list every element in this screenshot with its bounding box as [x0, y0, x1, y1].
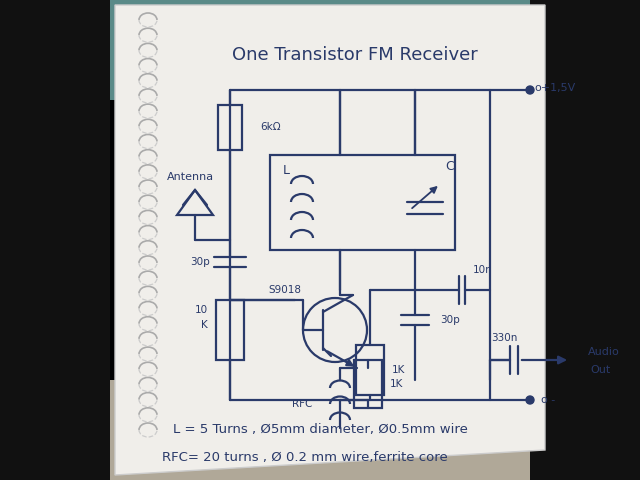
Text: Out: Out [590, 365, 611, 375]
Text: One Transistor FM Receiver: One Transistor FM Receiver [232, 46, 478, 64]
Text: 330n: 330n [491, 333, 517, 343]
Circle shape [526, 86, 534, 94]
Text: 10n: 10n [473, 265, 493, 275]
Bar [530, 0, 640, 480]
Text: 6kΩ: 6kΩ [260, 122, 280, 132]
Polygon shape [115, 5, 545, 475]
Text: 10: 10 [195, 305, 208, 315]
Text: 1K: 1K [390, 379, 403, 389]
Text: Antenna: Antenna [166, 172, 214, 182]
Text: 1K: 1K [392, 365, 405, 375]
Text: L: L [283, 164, 290, 177]
Text: o -: o - [541, 395, 555, 405]
Text: Audio: Audio [588, 347, 620, 357]
Circle shape [526, 396, 534, 404]
Text: C: C [445, 160, 454, 173]
Bar [0, 0, 110, 480]
Text: o+1,5V: o+1,5V [534, 83, 575, 93]
Bar [354, 360, 382, 408]
Text: 30p: 30p [440, 315, 460, 325]
Text: RFC: RFC [292, 399, 312, 409]
Bar [110, 380, 530, 480]
Bar [216, 300, 244, 360]
Text: K: K [201, 320, 208, 330]
Text: RFC= 20 turns , Ø 0.2 mm wire,ferrite core: RFC= 20 turns , Ø 0.2 mm wire,ferrite co… [162, 452, 448, 465]
Bar [356, 345, 384, 395]
Text: S9018: S9018 [269, 285, 301, 295]
Text: L = 5 Turns , Ø5mm diameter, Ø0.5mm wire: L = 5 Turns , Ø5mm diameter, Ø0.5mm wire [173, 423, 467, 436]
Bar [218, 105, 242, 150]
Text: 30p: 30p [190, 257, 210, 267]
Bar [110, 0, 530, 100]
Bar [490, 130, 530, 330]
Bar [270, 155, 455, 250]
